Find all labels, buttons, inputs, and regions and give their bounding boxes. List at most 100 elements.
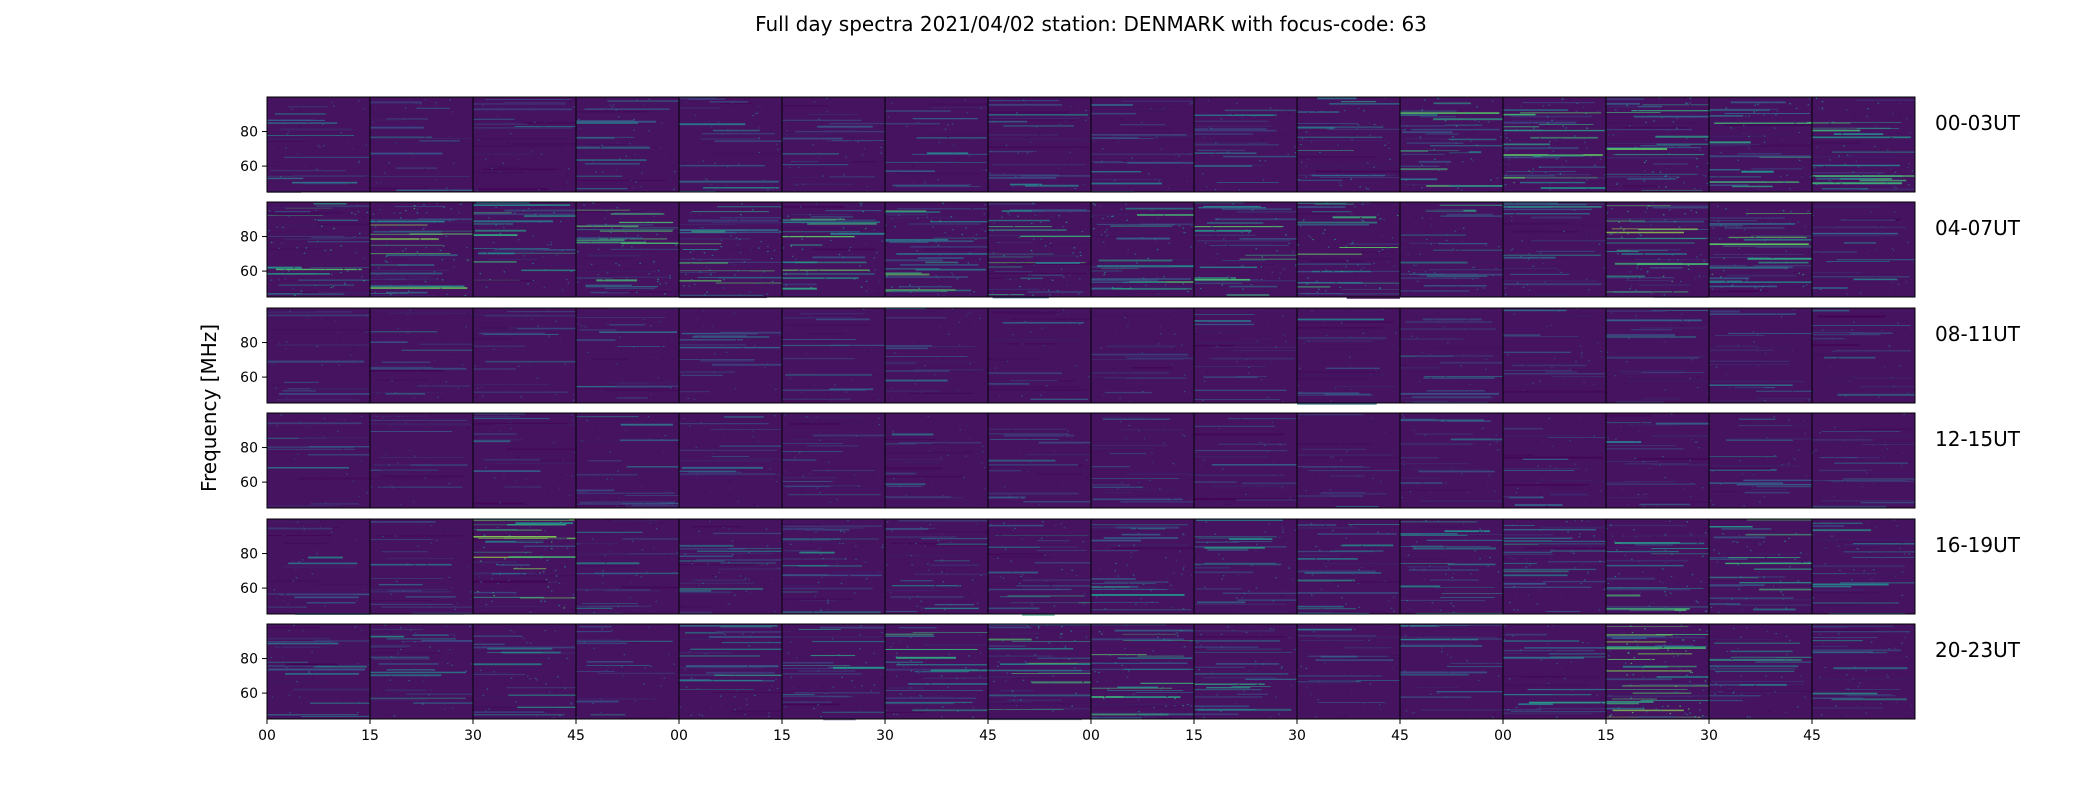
spectrogram-panel: [1194, 308, 1297, 403]
row-label: 20-23UT: [1935, 638, 2021, 662]
spectrogram-panel: [1709, 519, 1812, 614]
spectrogram-panel: [782, 624, 885, 720]
spectrogram-panel: [679, 413, 782, 508]
x-tick-label: 15: [361, 728, 379, 744]
spectrogram-panel: [1400, 519, 1503, 614]
spectrogram-panel: [1400, 202, 1503, 297]
y-axis-label: Frequency [MHz]: [197, 324, 221, 492]
spectrogram-panel: [1503, 308, 1606, 403]
chart-title: Full day spectra 2021/04/02 station: DEN…: [755, 12, 1427, 36]
spectrogram-panel: [370, 202, 473, 297]
spectrogram-panel: [576, 308, 679, 403]
spectrogram-panel: [267, 308, 370, 403]
y-tick-label: 80: [240, 547, 258, 563]
spectrogram-panel: [473, 413, 576, 508]
spectrogram-panel: [1091, 624, 1194, 719]
spectrogram-panel: [1297, 413, 1400, 508]
spectrogram-panel: [1709, 413, 1812, 508]
spectrogram-panel: [1606, 624, 1709, 719]
x-tick-label: 00: [258, 728, 276, 744]
x-tick-label: 30: [1288, 728, 1306, 744]
y-tick-label: 60: [240, 370, 258, 386]
spectrogram-panel: [370, 413, 473, 508]
x-tick-label: 30: [876, 728, 894, 744]
spectrogram-panel: [988, 308, 1091, 403]
spectrogram-panel: [885, 413, 988, 508]
spectrogram-panel: [988, 519, 1091, 616]
spectrogram-panel: [782, 97, 885, 192]
spectrogram-panel: [1812, 97, 1915, 192]
y-tick-label: 80: [240, 336, 258, 352]
x-tick-label: 15: [773, 728, 791, 744]
spectrogram-panel: [679, 202, 782, 298]
row-label: 12-15UT: [1935, 427, 2021, 451]
spectrogram-panel: [1812, 519, 1915, 614]
spectrogram-panel: [679, 97, 782, 192]
spectrogram-panel: [1503, 624, 1606, 719]
spectrogram-panel: [1297, 519, 1400, 615]
x-tick-label: 30: [464, 728, 482, 744]
row-label: 04-07UT: [1935, 216, 2021, 240]
spectrogram-panel: [1194, 202, 1297, 297]
x-tick-label: 00: [1494, 728, 1512, 744]
spectrogram-panel: [885, 97, 988, 192]
spectrogram-panel: [1194, 97, 1297, 192]
y-tick-label: 60: [240, 264, 258, 280]
row-label: 16-19UT: [1935, 533, 2021, 557]
spectrogram-panel: [1400, 97, 1503, 192]
spectrogram-panel: [885, 519, 988, 614]
spectrogram-panel: [1503, 202, 1606, 297]
spectrogram-panel: [267, 202, 370, 297]
spectrogram-panel: [1812, 308, 1915, 403]
spectrogram-panel: [1709, 202, 1812, 297]
spectrogram-panel: [988, 202, 1091, 298]
spectrogram-panel: [1297, 308, 1400, 405]
spectrogram-panel: [1400, 624, 1503, 719]
spectrogram-panel: [1091, 413, 1194, 508]
spectrogram-panel: [679, 308, 782, 403]
spectrogram-panel: [576, 413, 679, 508]
y-tick-label: 80: [240, 441, 258, 457]
spectrogram-panel: [473, 202, 576, 298]
spectrogram-panel: [1606, 202, 1709, 298]
spectrogram-panel: [370, 519, 473, 615]
spectrogram-panel: [1709, 308, 1812, 403]
spectrogram-panel: [1297, 624, 1400, 719]
spectrogram-panel: [1709, 624, 1812, 719]
spectrogram-panel: [473, 97, 576, 192]
x-tick-label: 15: [1597, 728, 1615, 744]
spectrogram-panel: [679, 624, 782, 719]
y-tick-label: 80: [240, 652, 258, 668]
spectrogram-panel: [267, 624, 370, 719]
spectrogram-panel: [1503, 97, 1606, 192]
spectra-row-4: 60 80 16-19UT: [240, 519, 2021, 616]
spectrogram-panel: [1503, 519, 1606, 614]
spectrogram-panel: [885, 202, 988, 297]
spectrogram-panel: [1812, 413, 1915, 508]
spectrogram-panel: [370, 624, 473, 719]
row-label: 00-03UT: [1935, 111, 2021, 135]
spectrogram-panel: [679, 519, 782, 614]
spectrogram-panel: [473, 308, 576, 403]
x-tick-label: 45: [979, 728, 997, 744]
spectrogram-panel: [885, 624, 988, 719]
spectrogram-panel: [473, 624, 576, 719]
y-tick-label: 60: [240, 475, 258, 491]
spectrogram-panel: [1606, 413, 1709, 508]
spectrogram-panel: [1606, 97, 1709, 193]
y-tick-label: 60: [240, 159, 258, 175]
y-tick-label: 60: [240, 581, 258, 597]
spectrogram-panel: [988, 97, 1091, 192]
spectrogram-panel: [576, 519, 679, 615]
spectrogram-panel: [1297, 97, 1400, 192]
spectrogram-panel: [782, 519, 885, 614]
spectrogram-panel: [1709, 97, 1812, 192]
spectrogram-panel: [1812, 202, 1915, 297]
x-tick-label: 30: [1700, 728, 1718, 744]
spectrogram-panel: [1091, 202, 1194, 297]
spectrogram-panel: [988, 624, 1091, 720]
spectrogram-panel: [370, 308, 473, 403]
